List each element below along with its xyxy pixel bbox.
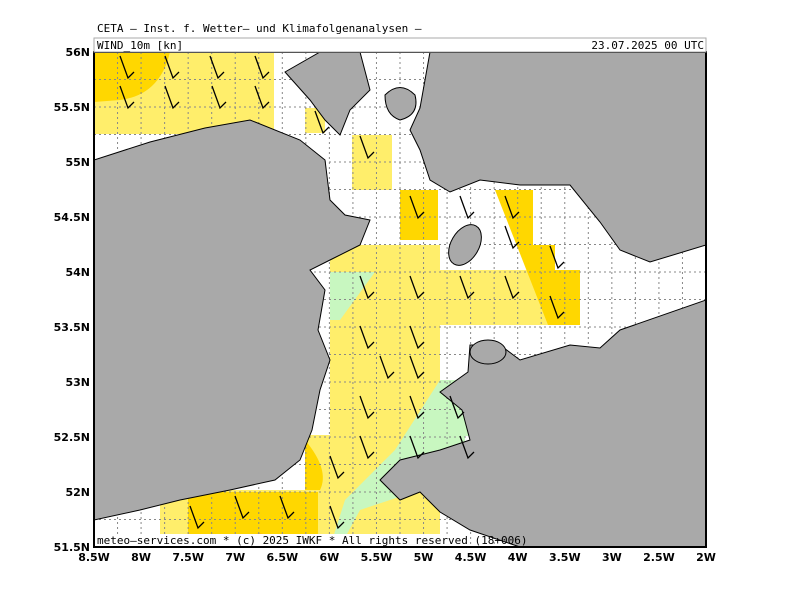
- field-label: WIND_10m [kn]: [97, 39, 183, 52]
- x-tick-label: 5.5W: [361, 551, 393, 564]
- wind-barb: [234, 495, 250, 520]
- x-tick-label: 7.5W: [172, 551, 204, 564]
- y-tick-label: 53N: [65, 376, 90, 389]
- date-label: 23.07.2025 00 UTC: [591, 39, 704, 52]
- wind-barb: [209, 55, 225, 80]
- y-tick-label: 55N: [65, 156, 90, 169]
- wind-barb: [409, 395, 425, 420]
- wind-barb: [409, 325, 425, 350]
- wind-barb: [119, 55, 135, 80]
- x-tick-label: 6.5W: [266, 551, 298, 564]
- x-tick-label: 4W: [508, 551, 528, 564]
- y-tick-label: 56N: [65, 46, 90, 59]
- anglesey: [469, 339, 507, 365]
- wind-barb: [359, 325, 375, 350]
- wind-barb: [211, 85, 227, 110]
- header-title: CETA – Inst. f. Wetter– und Klimafolgena…: [97, 22, 422, 35]
- x-tick-label: 5W: [414, 551, 434, 564]
- title-bar: [93, 37, 707, 53]
- x-tick-label: 2W: [696, 551, 716, 564]
- map-area: [94, 52, 706, 547]
- wind-barb: [549, 295, 565, 320]
- wind-barb: [359, 395, 375, 420]
- wind-barb: [359, 135, 375, 160]
- wind-barb: [119, 85, 135, 110]
- y-tick-label: 52.5N: [54, 431, 90, 444]
- scotland: [409, 52, 706, 263]
- wind-barb: [504, 275, 520, 300]
- wind-barb: [504, 195, 520, 220]
- isle-of-man: [448, 224, 482, 266]
- wind-barb: [459, 275, 475, 300]
- wind-barb: [329, 455, 345, 480]
- x-tick-label: 2.5W: [643, 551, 675, 564]
- x-tick-label: 4.5W: [455, 551, 487, 564]
- wind-barb: [409, 435, 425, 460]
- x-tick-label: 6W: [319, 551, 339, 564]
- wind-barb: [379, 355, 395, 380]
- wind-barb: [409, 195, 425, 220]
- wind-barb: [409, 355, 425, 380]
- y-tick-label: 54.5N: [54, 211, 90, 224]
- y-tick-label: 52N: [65, 486, 90, 499]
- wind-barb: [459, 435, 475, 460]
- wind-barb: [329, 505, 345, 530]
- x-tick-label: 3.5W: [549, 551, 581, 564]
- y-tick-label: 55.5N: [54, 101, 90, 114]
- x-tick-label: 7W: [225, 551, 245, 564]
- wind-barb: [549, 245, 565, 270]
- wind-barb: [504, 225, 520, 250]
- kintyre: [284, 52, 371, 136]
- x-tick-label: 8W: [131, 551, 151, 564]
- wales-england: [379, 299, 706, 547]
- y-tick-label: 53.5N: [54, 321, 90, 334]
- wind-barb: [359, 275, 375, 300]
- wind-barb: [314, 110, 330, 135]
- wind-barb: [164, 55, 180, 80]
- arran: [384, 87, 417, 121]
- wind-barb: [254, 55, 270, 80]
- footer-text: meteo–services.com * (c) 2025 IWKF * All…: [97, 534, 527, 547]
- wind-barb: [459, 195, 475, 220]
- wind-barb: [359, 435, 375, 460]
- wind-barb: [164, 85, 180, 110]
- wind-barb: [254, 85, 270, 110]
- wind-barb: [409, 275, 425, 300]
- footer-bg: [95, 534, 465, 546]
- x-tick-label: 8.5W: [78, 551, 110, 564]
- wind-barb: [189, 505, 205, 530]
- y-tick-label: 54N: [65, 266, 90, 279]
- wind-field-strong: [94, 52, 580, 547]
- wind-barb: [449, 395, 465, 420]
- y-tick-label: 51.5N: [54, 541, 90, 554]
- ireland: [94, 119, 371, 521]
- x-tick-label: 3W: [602, 551, 622, 564]
- wind-barb: [279, 495, 295, 520]
